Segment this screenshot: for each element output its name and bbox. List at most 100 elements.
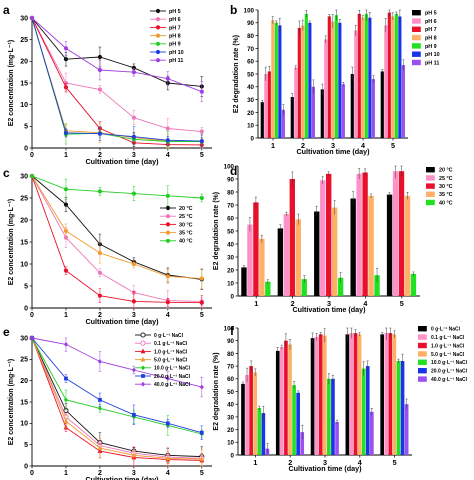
- legend-marker: [165, 230, 171, 235]
- bar: [292, 385, 296, 455]
- y-tick-label: 20: [227, 267, 234, 274]
- data-point: [165, 138, 170, 143]
- bar: [356, 173, 362, 296]
- y-tick-label: 0: [231, 293, 235, 300]
- x-tick-label: 5: [391, 141, 395, 150]
- bar: [398, 16, 402, 138]
- data-point: [199, 384, 204, 390]
- panel-letter: e: [3, 325, 10, 339]
- legend-label: pH 10: [169, 50, 184, 56]
- legend-label: 0 g·L⁻¹ NaCl: [431, 327, 461, 333]
- legend-label: pH 6: [425, 19, 437, 25]
- x-tick-label: 4: [166, 312, 170, 319]
- data-point: [165, 421, 170, 426]
- legend-marker: [140, 332, 146, 338]
- data-point: [97, 87, 103, 92]
- bar: [261, 413, 266, 455]
- bar: [401, 65, 405, 138]
- x-tick-label: 5: [400, 299, 404, 308]
- bar: [320, 89, 324, 138]
- x-tick-label: 5: [393, 458, 397, 467]
- y-tick-label: 80: [247, 33, 254, 40]
- y-tick-label: 0: [24, 463, 28, 470]
- x-tick-label: 3: [323, 458, 327, 467]
- data-point: [63, 202, 69, 207]
- y-tick-label: 10: [227, 440, 234, 447]
- x-tick-label: 4: [166, 152, 170, 159]
- bar: [374, 275, 380, 296]
- y-tick-label: 15: [20, 239, 28, 246]
- data-point: [165, 274, 170, 279]
- series-line: [31, 337, 202, 388]
- legend-marker: [165, 238, 171, 243]
- legend-label: pH 11: [425, 60, 439, 66]
- y-tick-label: 100: [224, 325, 235, 332]
- legend-swatch: [418, 351, 427, 357]
- panel-letter: c: [3, 166, 10, 180]
- data-point: [29, 173, 35, 179]
- x-tick-label: 1: [254, 299, 258, 308]
- series-line: [31, 17, 202, 93]
- bar: [271, 20, 275, 139]
- data-point: [131, 367, 136, 373]
- bar: [265, 281, 271, 296]
- bar: [324, 39, 328, 138]
- bar: [295, 219, 301, 296]
- y-tick-label: 10: [247, 123, 254, 130]
- bar: [253, 372, 258, 455]
- data-point: [199, 195, 204, 201]
- data-point: [165, 300, 170, 305]
- chart-panel-f: 0 10 20 30 40 50 60 70 80 90 100 E2 degradation rat…: [213, 324, 468, 473]
- data-point: [63, 187, 69, 192]
- legend-marker: [140, 356, 146, 362]
- bar: [350, 74, 354, 138]
- series-line: [31, 175, 202, 279]
- bar: [394, 13, 398, 139]
- data-point: [131, 299, 136, 304]
- bar: [288, 344, 292, 455]
- bar: [289, 179, 295, 296]
- y-tick-label: 0: [231, 452, 235, 459]
- x-tick-label: 3: [132, 312, 136, 319]
- bar: [241, 383, 245, 455]
- y-tick-label: 50: [227, 228, 234, 235]
- legend: 20 °C 25 °C 30 °C 35 °C 40 °C: [426, 167, 453, 206]
- data-point: [63, 85, 69, 90]
- legend-label: 40.0 g·L⁻¹ NaCl: [154, 382, 191, 388]
- legend-swatch: [412, 10, 421, 16]
- legend-marker: [165, 222, 171, 227]
- bar: [314, 336, 319, 455]
- y-tick-label: 15: [20, 399, 28, 406]
- legend-label: 1.0 g·L⁻¹ NaCl: [431, 343, 465, 349]
- bar: [314, 211, 320, 296]
- legend-label: 20 °C: [179, 206, 193, 212]
- data-point: [97, 131, 103, 136]
- x-tick-label: 1: [64, 152, 68, 159]
- chart-panel-b: 0 10 20 30 40 50 60 70 80 90 100 E2 degradation rat…: [230, 3, 440, 156]
- x-axis-label: Cultivation time (day): [292, 305, 366, 314]
- bar: [368, 195, 374, 296]
- y-tick-label: 90: [247, 20, 254, 27]
- data-point: [131, 261, 136, 267]
- y-tick-label: 25: [20, 357, 28, 364]
- y-tick-label: 40: [227, 241, 234, 248]
- legend-label: pH 5: [169, 9, 181, 15]
- x-axis-label: Cultivation time (day): [85, 317, 159, 326]
- legend: pH 5 pH 6 pH 7 pH 8 pH 9 pH 10 pH 11: [412, 10, 440, 66]
- series-line: [31, 175, 202, 302]
- legend-marker: [140, 340, 146, 346]
- bar: [297, 27, 301, 139]
- data-point: [131, 191, 136, 196]
- y-tick-label: 20: [247, 110, 254, 117]
- data-point: [97, 67, 103, 73]
- data-point: [63, 342, 69, 347]
- legend-swatch: [426, 175, 435, 181]
- legend-label: 20.0 g·L⁻¹ NaCl: [154, 374, 191, 380]
- bar: [331, 21, 335, 138]
- bar: [283, 214, 290, 296]
- data-point: [63, 130, 69, 135]
- bar: [369, 411, 374, 455]
- legend-label: 0.1 g·L⁻¹ NaCl: [154, 341, 188, 347]
- y-tick-label: 70: [227, 364, 234, 371]
